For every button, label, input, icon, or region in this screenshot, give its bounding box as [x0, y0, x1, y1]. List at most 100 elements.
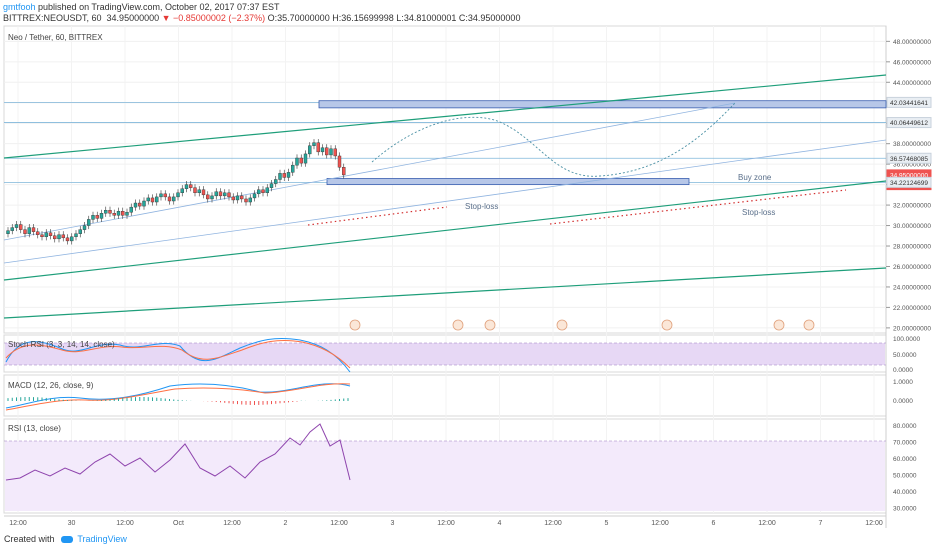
rsi-tick-label: 40.0000 [893, 489, 917, 496]
x-tick-label: 12:00 [865, 520, 883, 527]
candle-body [125, 212, 129, 216]
x-tick-label: 2 [284, 520, 288, 527]
price-tag [886, 117, 932, 129]
candle-body [108, 209, 112, 214]
candle-body [210, 195, 214, 200]
candle-body [57, 234, 61, 240]
y-tick-label: 24.00000000 [893, 284, 931, 291]
open-label: O: [267, 13, 278, 23]
candle-body [299, 157, 303, 164]
price-tag-label: 42.03441641 [890, 100, 928, 107]
macd-line [5, 383, 351, 409]
candle-body [10, 227, 14, 231]
event-flag-icon [484, 319, 496, 331]
y-tick-label: 30.00000000 [893, 223, 931, 230]
stoch-band [5, 343, 885, 365]
candle-body [31, 227, 36, 232]
stop-loss-line [549, 189, 847, 225]
macd-tick-label: 0.0000 [893, 398, 913, 405]
close-label: C: [458, 13, 468, 23]
candle-body [193, 187, 197, 194]
candle-body [274, 179, 278, 184]
x-tick-label: 12:00 [330, 520, 348, 527]
event-flag-icon [773, 319, 785, 331]
buy-zone-label: Buy zone [738, 173, 772, 182]
candle-body [214, 191, 218, 197]
candle-body [150, 197, 155, 203]
rsi-tick-label: 30.0000 [893, 506, 917, 513]
price-tag-label: 34.22124699 [890, 180, 928, 187]
y-tick-label: 44.00000000 [893, 80, 931, 87]
close-value: 34.95000000 [467, 13, 521, 23]
candle-body [286, 172, 291, 178]
candle-body [61, 234, 65, 239]
y-tick-label: 46.00000000 [893, 59, 931, 66]
low-value: 34.81000001 [403, 13, 457, 23]
change-value: ▼ −0.85000002 (−2.37%) [161, 13, 266, 23]
candle-body [333, 148, 337, 157]
event-flag-icon [349, 319, 361, 331]
candle-body [121, 211, 125, 216]
x-tick-label: 3 [391, 520, 395, 527]
candle-body [218, 191, 223, 197]
x-tick-label: Oct [173, 520, 184, 527]
candle-body [138, 202, 142, 207]
candle-body [291, 164, 295, 173]
candle-body [142, 200, 146, 207]
author-link[interactable]: gmtfooh [3, 2, 36, 12]
candle-body [172, 196, 176, 202]
candle-body [235, 195, 240, 201]
candle-body [6, 230, 10, 234]
candle-body [91, 215, 95, 220]
buy-zone-box [326, 178, 690, 186]
macd-title: MACD (12, 26, close, 9) [8, 381, 94, 390]
candle-body [112, 213, 116, 216]
stoch-k-line [5, 337, 351, 373]
candle-body [70, 236, 74, 242]
candle-body [74, 233, 78, 238]
footer-brand[interactable]: TradingView [77, 534, 127, 544]
y-tick-label: 32.00000000 [893, 203, 931, 210]
event-flag-icon [661, 319, 673, 331]
y-tick-label: 38.00000000 [893, 141, 931, 148]
open-value: 35.70000000 [277, 13, 330, 23]
candle-body [316, 142, 320, 153]
candle-body [48, 232, 53, 236]
y-tick-label: 36.00000000 [893, 162, 931, 169]
candle-body [329, 148, 333, 156]
rsi-tick-label: 60.0000 [893, 456, 917, 463]
candle-body [325, 147, 329, 156]
candle-body [129, 206, 133, 213]
price-tag-label: 36.57468085 [890, 156, 928, 163]
event-flag-icon [803, 319, 815, 331]
candle-body [342, 167, 346, 176]
price-tag-label: 40.06449612 [890, 120, 928, 127]
price-tag [886, 176, 932, 188]
candle-body [99, 213, 104, 219]
candle-body [295, 157, 299, 166]
y-tick-label: 48.00000000 [893, 39, 931, 46]
price-tag [886, 96, 932, 108]
candle-body [206, 194, 210, 200]
candle-body [244, 198, 248, 203]
x-tick-label: 12:00 [544, 520, 562, 527]
candle-body [159, 193, 163, 198]
rsi-line [5, 423, 351, 481]
candle-body [155, 196, 159, 203]
candle-body [227, 192, 231, 198]
candle-body [189, 184, 193, 188]
rsi-band [5, 441, 885, 511]
price-tag [886, 152, 932, 164]
candle-body [27, 227, 31, 234]
x-tick-label: 12:00 [9, 520, 27, 527]
candle-body [44, 232, 48, 238]
candle-body [146, 197, 150, 202]
candle-body [19, 224, 23, 230]
stop-loss-label-2: Stop-loss [742, 208, 776, 217]
event-flag-icon [556, 319, 568, 331]
x-tick-label: 12:00 [116, 520, 134, 527]
candle-body [320, 147, 325, 153]
price-tag-label: 34.95000000 [890, 172, 928, 179]
candle-body [65, 237, 70, 242]
rsi-title: RSI (13, close) [8, 424, 61, 433]
